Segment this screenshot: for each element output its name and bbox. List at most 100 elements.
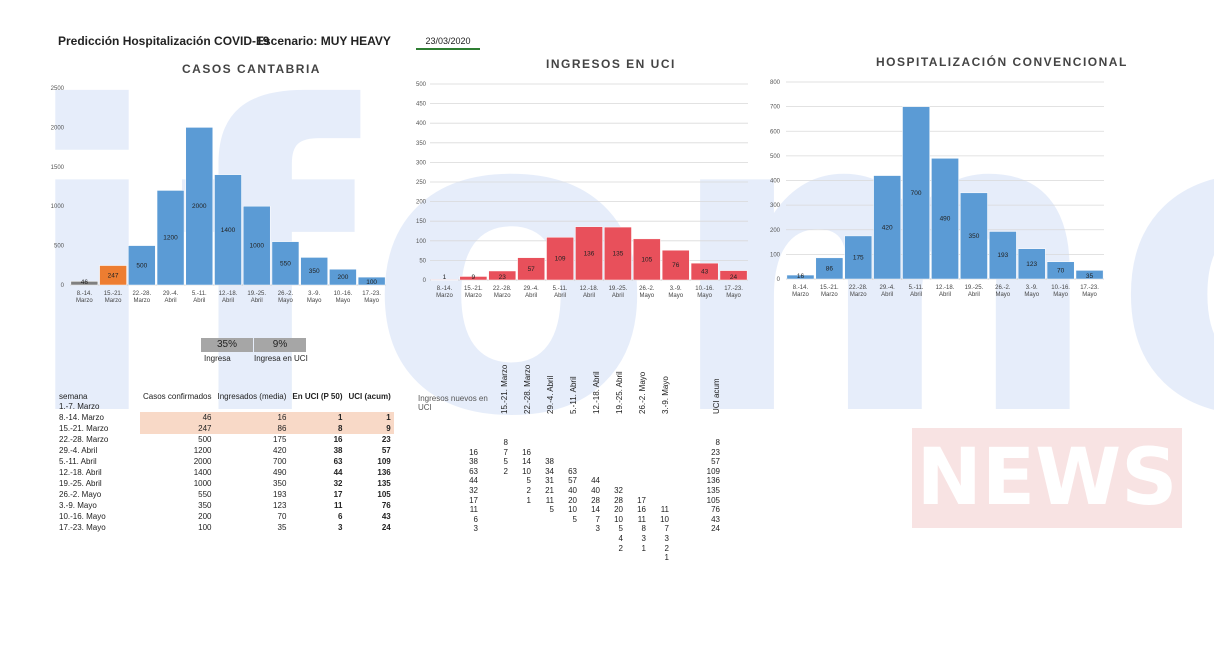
matrix-cell[interactable]: 28 bbox=[614, 495, 623, 505]
table-cell[interactable]: 420 bbox=[273, 446, 287, 455]
matrix-cell[interactable]: 20 bbox=[614, 505, 623, 515]
matrix-acum-cell[interactable]: 57 bbox=[711, 457, 720, 467]
matrix-cell[interactable]: 44 bbox=[591, 476, 600, 486]
table-cell[interactable]: 70 bbox=[277, 512, 287, 521]
table-cell[interactable]: 16 bbox=[214, 412, 290, 423]
table-cell[interactable]: 24 bbox=[381, 523, 391, 532]
matrix-cell[interactable]: 14 bbox=[522, 457, 531, 467]
table-cell[interactable]: 10.-16. Mayo bbox=[59, 512, 106, 521]
matrix-cell[interactable]: 8 bbox=[503, 438, 508, 447]
matrix-cell[interactable]: 1 bbox=[664, 553, 669, 563]
matrix-cell[interactable]: 57 bbox=[568, 476, 577, 486]
table-cell[interactable]: 5.-11. Abril bbox=[59, 457, 97, 466]
table-cell[interactable]: 1 bbox=[345, 412, 394, 423]
matrix-cell[interactable]: 2 bbox=[664, 543, 669, 553]
matrix-cell[interactable]: 4 bbox=[618, 534, 623, 543]
matrix-cell[interactable]: 34 bbox=[545, 466, 554, 476]
matrix-cell[interactable]: 10 bbox=[614, 514, 623, 524]
matrix-lead-cell[interactable]: 63 bbox=[469, 466, 478, 476]
matrix-cell[interactable]: 7 bbox=[664, 524, 669, 534]
table-cell[interactable]: 1 bbox=[289, 412, 346, 423]
table-cell[interactable]: 105 bbox=[377, 490, 391, 499]
matrix-lead-cell[interactable]: 32 bbox=[469, 486, 478, 495]
table-cell[interactable]: 350 bbox=[198, 501, 212, 510]
table-cell[interactable]: 6 bbox=[338, 512, 343, 521]
matrix-cell[interactable]: 5 bbox=[618, 524, 623, 534]
table-cell[interactable]: 500 bbox=[198, 435, 212, 444]
table-cell[interactable]: 44 bbox=[333, 468, 343, 477]
matrix-lead-cell[interactable]: 17 bbox=[469, 495, 478, 505]
matrix-cell[interactable]: 11 bbox=[545, 495, 554, 505]
date-cell[interactable]: 23/03/2020 bbox=[416, 36, 480, 50]
matrix-cell[interactable]: 3 bbox=[641, 534, 646, 543]
table-cell[interactable]: 11 bbox=[334, 501, 343, 510]
matrix-acum-cell[interactable]: 24 bbox=[711, 524, 720, 534]
matrix-cell[interactable]: 16 bbox=[637, 505, 646, 515]
matrix-cell[interactable]: 16 bbox=[522, 447, 531, 457]
table-cell[interactable]: 490 bbox=[273, 468, 287, 477]
table-cell[interactable]: 43 bbox=[381, 512, 391, 521]
matrix-acum-cell[interactable]: 76 bbox=[711, 505, 720, 515]
table-cell[interactable]: 63 bbox=[333, 457, 343, 466]
table-cell[interactable]: 23 bbox=[381, 435, 391, 444]
table-cell[interactable]: 1200 bbox=[193, 446, 212, 455]
matrix-cell[interactable]: 5 bbox=[503, 457, 508, 467]
matrix-cell[interactable]: 5 bbox=[526, 476, 531, 486]
table-cell[interactable]: 3 bbox=[338, 523, 343, 532]
matrix-cell[interactable]: 7 bbox=[503, 447, 508, 457]
table-cell[interactable]: 8.-14. Marzo bbox=[59, 413, 104, 422]
table-cell[interactable]: 550 bbox=[198, 490, 212, 499]
matrix-cell[interactable]: 2 bbox=[503, 466, 508, 476]
table-cell[interactable]: 29.-4. Abril bbox=[59, 446, 98, 455]
matrix-acum-cell[interactable]: 8 bbox=[715, 438, 720, 447]
matrix-lead-cell[interactable]: 3 bbox=[473, 524, 478, 534]
table-cell[interactable]: 17 bbox=[333, 490, 343, 499]
table-cell[interactable]: 1.-7. Marzo bbox=[59, 402, 100, 411]
matrix-cell[interactable]: 31 bbox=[545, 476, 554, 486]
table-cell[interactable]: 247 bbox=[140, 423, 215, 434]
table-cell[interactable]: 350 bbox=[273, 479, 287, 488]
matrix-cell[interactable]: 20 bbox=[568, 495, 577, 505]
matrix-cell[interactable]: 10 bbox=[660, 514, 669, 524]
table-cell[interactable]: 22.-28. Marzo bbox=[59, 435, 109, 444]
matrix-cell[interactable]: 10 bbox=[522, 466, 531, 476]
table-cell[interactable]: 136 bbox=[377, 468, 391, 477]
matrix-cell[interactable]: 40 bbox=[591, 486, 600, 495]
matrix-cell[interactable]: 7 bbox=[595, 514, 600, 524]
matrix-cell[interactable]: 1 bbox=[641, 543, 646, 553]
table-cell[interactable]: 46 bbox=[140, 412, 215, 423]
table-cell[interactable] bbox=[289, 401, 345, 412]
matrix-lead-cell[interactable]: 44 bbox=[469, 476, 478, 486]
table-cell[interactable]: 17.-23. Mayo bbox=[59, 523, 106, 532]
table-cell[interactable]: 700 bbox=[273, 457, 287, 466]
matrix-cell[interactable]: 2 bbox=[618, 543, 623, 553]
uci-percent[interactable]: 9% bbox=[254, 338, 306, 352]
matrix-cell[interactable]: 40 bbox=[568, 486, 577, 495]
table-cell[interactable]: 175 bbox=[273, 435, 287, 444]
table-cell[interactable] bbox=[140, 401, 214, 412]
table-cell[interactable]: 2000 bbox=[193, 457, 212, 466]
matrix-acum-cell[interactable]: 23 bbox=[711, 447, 720, 457]
matrix-cell[interactable]: 14 bbox=[591, 505, 600, 515]
matrix-cell[interactable]: 2 bbox=[526, 486, 531, 495]
table-cell[interactable]: 19.-25. Abril bbox=[59, 479, 102, 488]
table-cell[interactable]: 100 bbox=[198, 523, 212, 532]
table-cell[interactable]: 35 bbox=[277, 523, 287, 532]
ingresa-percent[interactable]: 35% bbox=[201, 338, 253, 352]
table-cell[interactable]: 12.-18. Abril bbox=[59, 468, 102, 477]
matrix-cell[interactable]: 38 bbox=[545, 457, 554, 467]
matrix-acum-cell[interactable]: 43 bbox=[711, 514, 720, 524]
table-cell[interactable] bbox=[214, 401, 289, 412]
table-cell[interactable]: 32 bbox=[333, 479, 343, 488]
matrix-cell[interactable]: 5 bbox=[572, 514, 577, 524]
table-cell[interactable]: 8 bbox=[289, 423, 346, 434]
matrix-cell[interactable]: 63 bbox=[568, 466, 577, 476]
matrix-cell[interactable]: 21 bbox=[545, 486, 554, 495]
table-cell[interactable]: 109 bbox=[377, 457, 391, 466]
table-cell[interactable] bbox=[346, 401, 394, 412]
table-cell[interactable]: 1400 bbox=[193, 468, 212, 477]
matrix-acum-cell[interactable]: 136 bbox=[706, 476, 720, 486]
table-cell[interactable]: 76 bbox=[381, 501, 391, 510]
table-cell[interactable]: 26.-2. Mayo bbox=[59, 490, 102, 499]
matrix-acum-cell[interactable]: 105 bbox=[706, 495, 720, 505]
